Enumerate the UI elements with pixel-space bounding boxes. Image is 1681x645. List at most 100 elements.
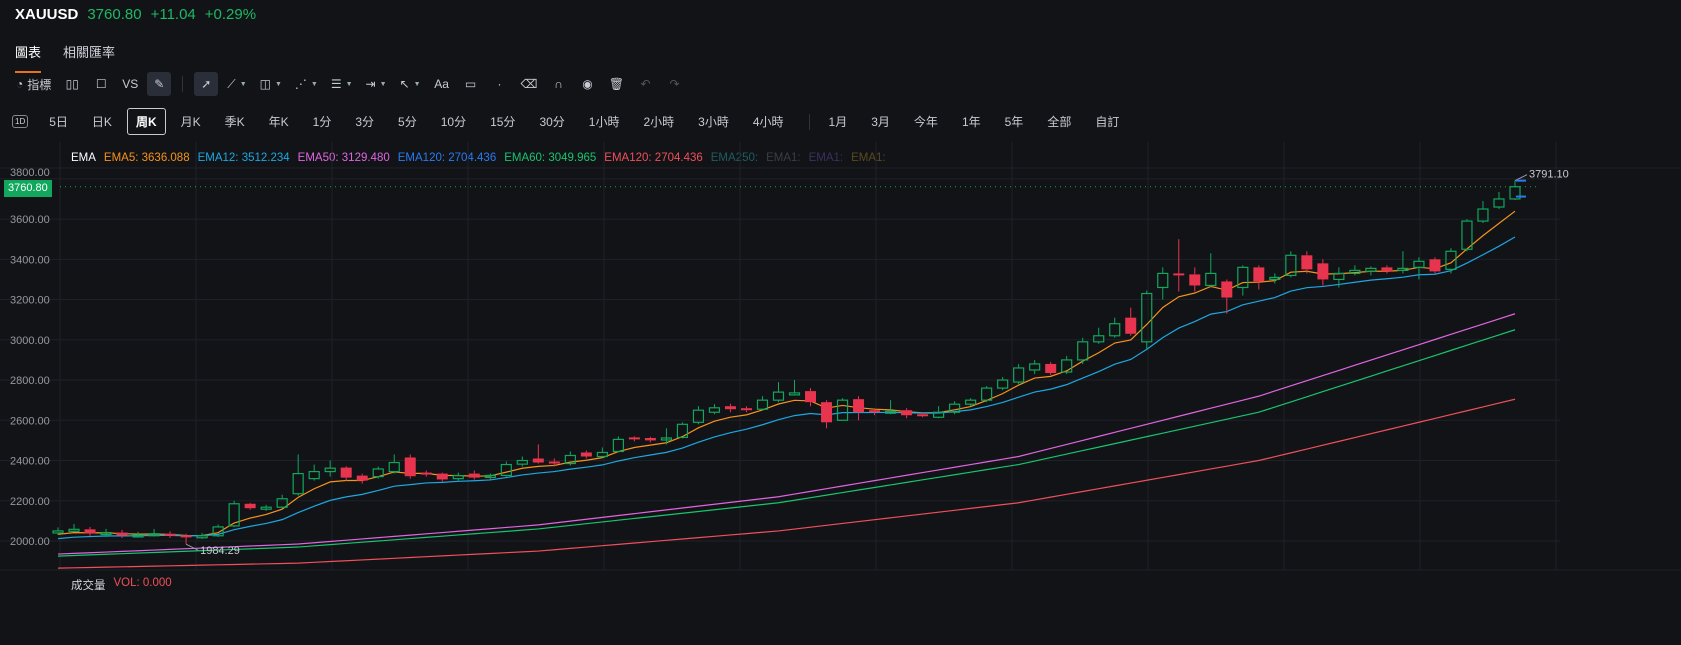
interval-11[interactable]: 30分 xyxy=(539,115,565,129)
compare-button[interactable]: VS xyxy=(122,77,139,91)
interval-4[interactable]: 季K xyxy=(224,115,245,129)
candle-body xyxy=(1093,335,1105,343)
legend-item: EMA1: xyxy=(851,152,886,164)
text-tool[interactable]: Aa xyxy=(430,72,454,96)
interval-12[interactable]: 1小時 xyxy=(588,115,620,129)
y-tick-label: 2400.00 xyxy=(10,456,50,468)
pattern-tool[interactable]: ⋰ ▼ xyxy=(291,72,322,96)
pattern-icon: ⋰ xyxy=(294,77,307,91)
tab-chart[interactable]: 圖表 xyxy=(15,42,42,73)
candle-body xyxy=(564,454,576,465)
range-0[interactable]: 1月 xyxy=(828,115,848,129)
range-2[interactable]: 今年 xyxy=(913,115,938,129)
candle-type-button[interactable]: ▯▯ xyxy=(60,72,84,96)
candle-body xyxy=(1125,317,1137,334)
magnet-button[interactable]: ∩ xyxy=(547,72,571,96)
price-chart[interactable]: 2000.00 2200.00 2400.00 2600.00 2800.00 3000.… xyxy=(0,142,1681,602)
candle-body xyxy=(981,387,993,401)
eye-icon: ◉ xyxy=(582,77,593,91)
interval-2[interactable]: 周K xyxy=(126,108,166,135)
candle-body xyxy=(1173,273,1185,276)
undo-button[interactable]: ↶ xyxy=(634,72,658,96)
interval-badge[interactable]: 1D xyxy=(12,115,29,128)
interval-0[interactable]: 5日 xyxy=(49,115,68,129)
fib-tool[interactable]: ☰ ▼ xyxy=(327,72,357,96)
erase-drawings-button[interactable]: ⌫ xyxy=(517,72,542,96)
last-price-badge: 3760.80 xyxy=(4,180,52,197)
cursor-icon: ➚ xyxy=(201,77,212,91)
candle-body xyxy=(308,470,320,480)
cursor-tool[interactable]: ➚ xyxy=(194,72,219,96)
candle-body xyxy=(901,410,913,416)
candle-body xyxy=(805,391,817,403)
volume-label: 成交量 xyxy=(71,580,106,592)
visibility-button[interactable]: ◉ xyxy=(576,72,600,96)
interval-14[interactable]: 3小時 xyxy=(698,115,729,129)
interval-15[interactable]: 4小時 xyxy=(752,115,784,129)
fullscreen-button[interactable]: ☐ xyxy=(89,72,113,96)
comment-tool[interactable]: ▭ xyxy=(459,72,483,96)
redo-button[interactable]: ↷ xyxy=(663,72,687,96)
interval-6[interactable]: 1分 xyxy=(312,115,332,129)
candlestick-icon: ▯▯ xyxy=(65,77,79,91)
candle-body xyxy=(756,399,769,410)
candle-body xyxy=(52,530,64,534)
interval-1[interactable]: 日K xyxy=(91,115,112,129)
interval-13[interactable]: 2小時 xyxy=(643,115,675,129)
interval-10[interactable]: 15分 xyxy=(490,115,516,129)
candle-body xyxy=(788,392,801,396)
price-change-pct: +0.29% xyxy=(204,6,257,23)
symbol: XAUUSD xyxy=(15,6,79,23)
interval-3[interactable]: 月K xyxy=(180,115,201,129)
interval-8[interactable]: 5分 xyxy=(398,115,417,129)
interval-bar: 1D 5日 日K 周K 月K 季K 年K 1分 3分 5分 10分 15分 30分 1小時 2小時 3小時 4… xyxy=(12,108,1134,135)
interval-7[interactable]: 3分 xyxy=(355,115,375,129)
candle-body xyxy=(228,503,240,527)
interval-9[interactable]: 10分 xyxy=(440,115,467,129)
range-4[interactable]: 5年 xyxy=(1004,115,1024,129)
measure-tool[interactable]: ⇥ ▼ xyxy=(362,72,391,96)
line-tool[interactable]: ⟋ ▼ xyxy=(223,72,250,96)
candle-body xyxy=(933,411,945,418)
candle-body xyxy=(84,529,96,534)
gauge-icon: ◔ xyxy=(16,77,24,91)
range-5[interactable]: 全部 xyxy=(1047,115,1072,129)
candle-body xyxy=(724,406,736,410)
delete-button[interactable]: 🗑 xyxy=(605,72,629,96)
divider xyxy=(182,76,184,92)
shape-tool[interactable]: ◫ ▼ xyxy=(256,72,286,96)
last-price: 3760.80 xyxy=(87,6,142,23)
ema60-line xyxy=(57,329,1516,557)
line-icon: ⟋ xyxy=(227,76,236,91)
arrow-tool[interactable]: ↖ ▼ xyxy=(396,72,425,96)
candle-body xyxy=(1509,186,1521,200)
candle-body xyxy=(292,472,304,495)
range-6[interactable]: 自訂 xyxy=(1095,115,1120,129)
caret-down-icon: ▼ xyxy=(274,80,282,88)
candle-body xyxy=(180,535,192,538)
candle-body xyxy=(1285,254,1297,277)
y-tick-label: 2000.00 xyxy=(10,536,50,548)
range-1[interactable]: 3月 xyxy=(871,115,890,129)
candle-body xyxy=(1061,359,1073,373)
fibonacci-icon: ☰ xyxy=(330,77,342,91)
quote-header: XAUUSD 3760.80 +11.04 +0.29% xyxy=(15,6,256,23)
candle-body xyxy=(164,533,176,536)
tab-related-rates[interactable]: 相關匯率 xyxy=(63,45,116,60)
ema120-line xyxy=(57,398,1516,569)
candle-body xyxy=(740,408,752,411)
ema-legend: EMA EMA5: 3636.088 EMA12: 3512.234 EMA50: … xyxy=(71,152,886,164)
interval-5[interactable]: 年K xyxy=(268,115,289,129)
candle-body xyxy=(884,410,897,414)
ema-marker xyxy=(1516,195,1526,198)
candle-body xyxy=(1397,267,1409,271)
min-price-label: 1984.29 xyxy=(200,545,240,557)
candle-body xyxy=(1493,198,1505,208)
candle-body xyxy=(628,437,640,440)
dot-tool[interactable]: · xyxy=(488,72,512,96)
indicators-button[interactable]: ◔ 指標 xyxy=(12,72,55,96)
candle-body xyxy=(708,407,721,413)
price-change: +11.04 xyxy=(150,6,196,23)
draw-toggle-button[interactable]: ✎ xyxy=(147,72,172,96)
range-3[interactable]: 1年 xyxy=(961,115,981,129)
